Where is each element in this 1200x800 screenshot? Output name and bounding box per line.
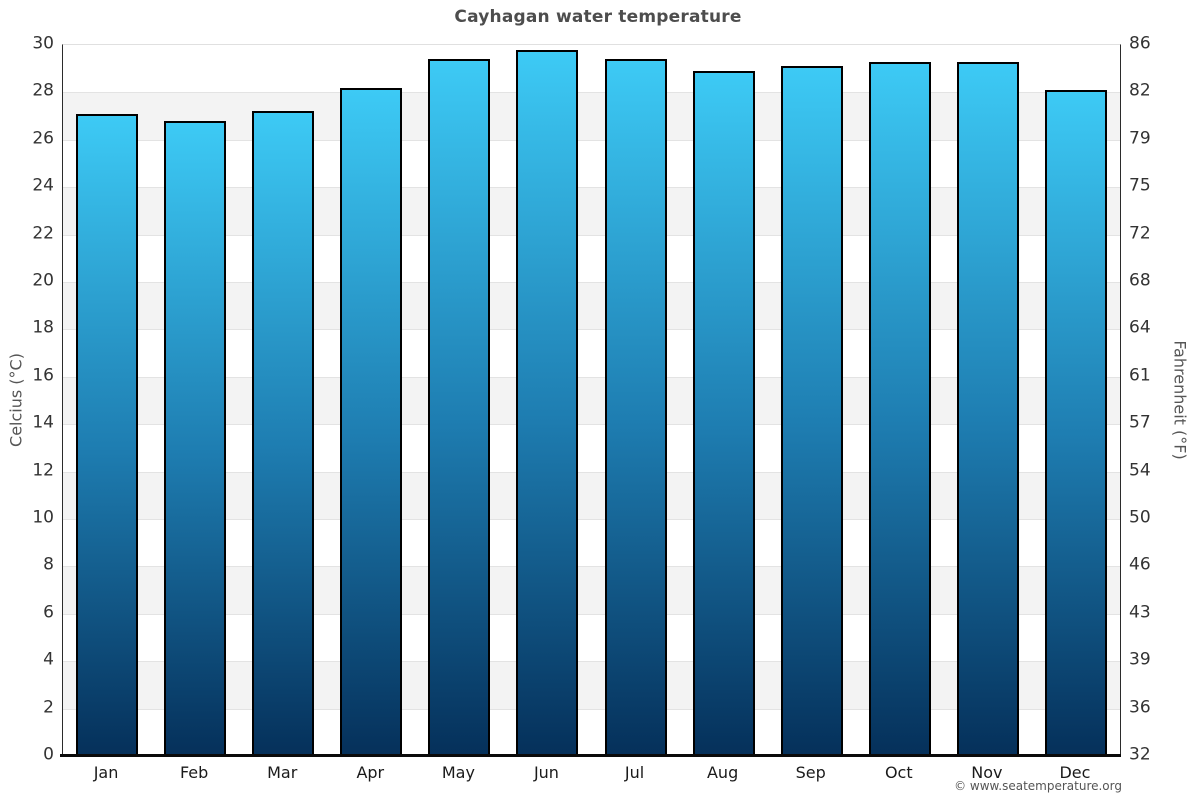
gridline [63,92,1120,94]
y-tick-celsius: 20 [32,270,54,291]
x-tick-month: Feb [179,763,209,782]
background-band [63,187,1120,235]
x-tick-month: Jan [93,763,119,782]
y-tick-celsius: 26 [32,128,54,149]
y-tick-celsius: 18 [32,317,54,338]
y-tick-celsius: 6 [43,602,54,623]
y-tick-celsius: 22 [32,223,54,244]
y-tick-celsius: 2 [43,697,54,718]
background-band [63,661,1120,709]
y-tick-celsius: 14 [32,412,54,433]
y-tick-celsius: 28 [32,80,54,101]
y-tick-fahrenheit: 32 [1129,744,1151,765]
y-tick-fahrenheit: 50 [1129,507,1151,528]
gridline [63,139,1120,141]
bar-feb[interactable] [164,120,227,756]
x-tick-month: Apr [356,763,385,782]
y-tick-fahrenheit: 82 [1129,80,1151,101]
y-tick-fahrenheit: 75 [1129,175,1151,196]
x-tick-month: Aug [706,763,739,782]
x-axis-line [60,754,1121,757]
y-tick-fahrenheit: 36 [1129,697,1151,718]
x-tick-month: Jun [533,763,559,782]
y-tick-celsius: 16 [32,365,54,386]
bar-sep[interactable] [780,66,843,756]
x-tick-month: Dec [1059,763,1091,782]
y-tick-celsius: 8 [43,554,54,575]
plot-area [62,44,1121,756]
y-tick-celsius: 24 [32,175,54,196]
x-tick-month: Jul [624,763,645,782]
bar-jan[interactable] [76,113,139,756]
y-tick-fahrenheit: 46 [1129,554,1151,575]
x-tick-month: Mar [267,763,298,782]
y-tick-fahrenheit: 57 [1129,412,1151,433]
gridline [63,471,1120,473]
y-tick-fahrenheit: 68 [1129,270,1151,291]
bar-nov[interactable] [956,61,1019,756]
y-tick-fahrenheit: 39 [1129,649,1151,670]
gridline [63,376,1120,378]
y-tick-fahrenheit: 54 [1129,460,1151,481]
gridline [63,613,1120,615]
gridline [63,424,1120,426]
x-tick-month: Oct [884,763,913,782]
y-tick-celsius: 30 [32,33,54,54]
chart-title: Cayhagan water temperature [454,7,742,27]
background-band [63,376,1120,425]
y-tick-fahrenheit: 79 [1129,128,1151,149]
background-band [63,471,1120,519]
y-tick-fahrenheit: 64 [1129,317,1151,338]
gridline [63,234,1120,236]
background-band [63,92,1120,140]
y-axis-label-fahrenheit: Fahrenheit (°F) [1170,340,1190,460]
y-tick-celsius: 0 [43,744,54,765]
y-tick-fahrenheit: 86 [1129,33,1151,54]
bar-dec[interactable] [1044,90,1107,756]
gridline [63,329,1120,331]
y-tick-celsius: 4 [43,649,54,670]
y-tick-celsius: 10 [32,507,54,528]
gridline [63,708,1120,710]
bar-mar[interactable] [252,111,315,756]
bar-oct[interactable] [868,61,931,756]
gridline [63,519,1120,520]
bar-jul[interactable] [604,59,667,756]
x-tick-month: Sep [795,763,826,782]
attribution: © www.seatemperature.org [954,779,1122,793]
y-tick-fahrenheit: 72 [1129,223,1151,244]
bar-aug[interactable] [692,71,755,756]
gridline [63,661,1120,663]
x-tick-month: Nov [971,763,1003,782]
background-band [63,282,1120,330]
y-tick-fahrenheit: 61 [1129,365,1151,386]
bar-may[interactable] [428,59,491,756]
bar-jun[interactable] [516,49,579,756]
gridline [63,282,1120,283]
y-tick-celsius: 12 [32,460,54,481]
bar-apr[interactable] [340,87,403,756]
x-tick-month: May [441,763,475,782]
y-tick-fahrenheit: 43 [1129,602,1151,623]
gridline [63,187,1120,189]
background-band [63,566,1120,614]
gridline [63,566,1120,568]
